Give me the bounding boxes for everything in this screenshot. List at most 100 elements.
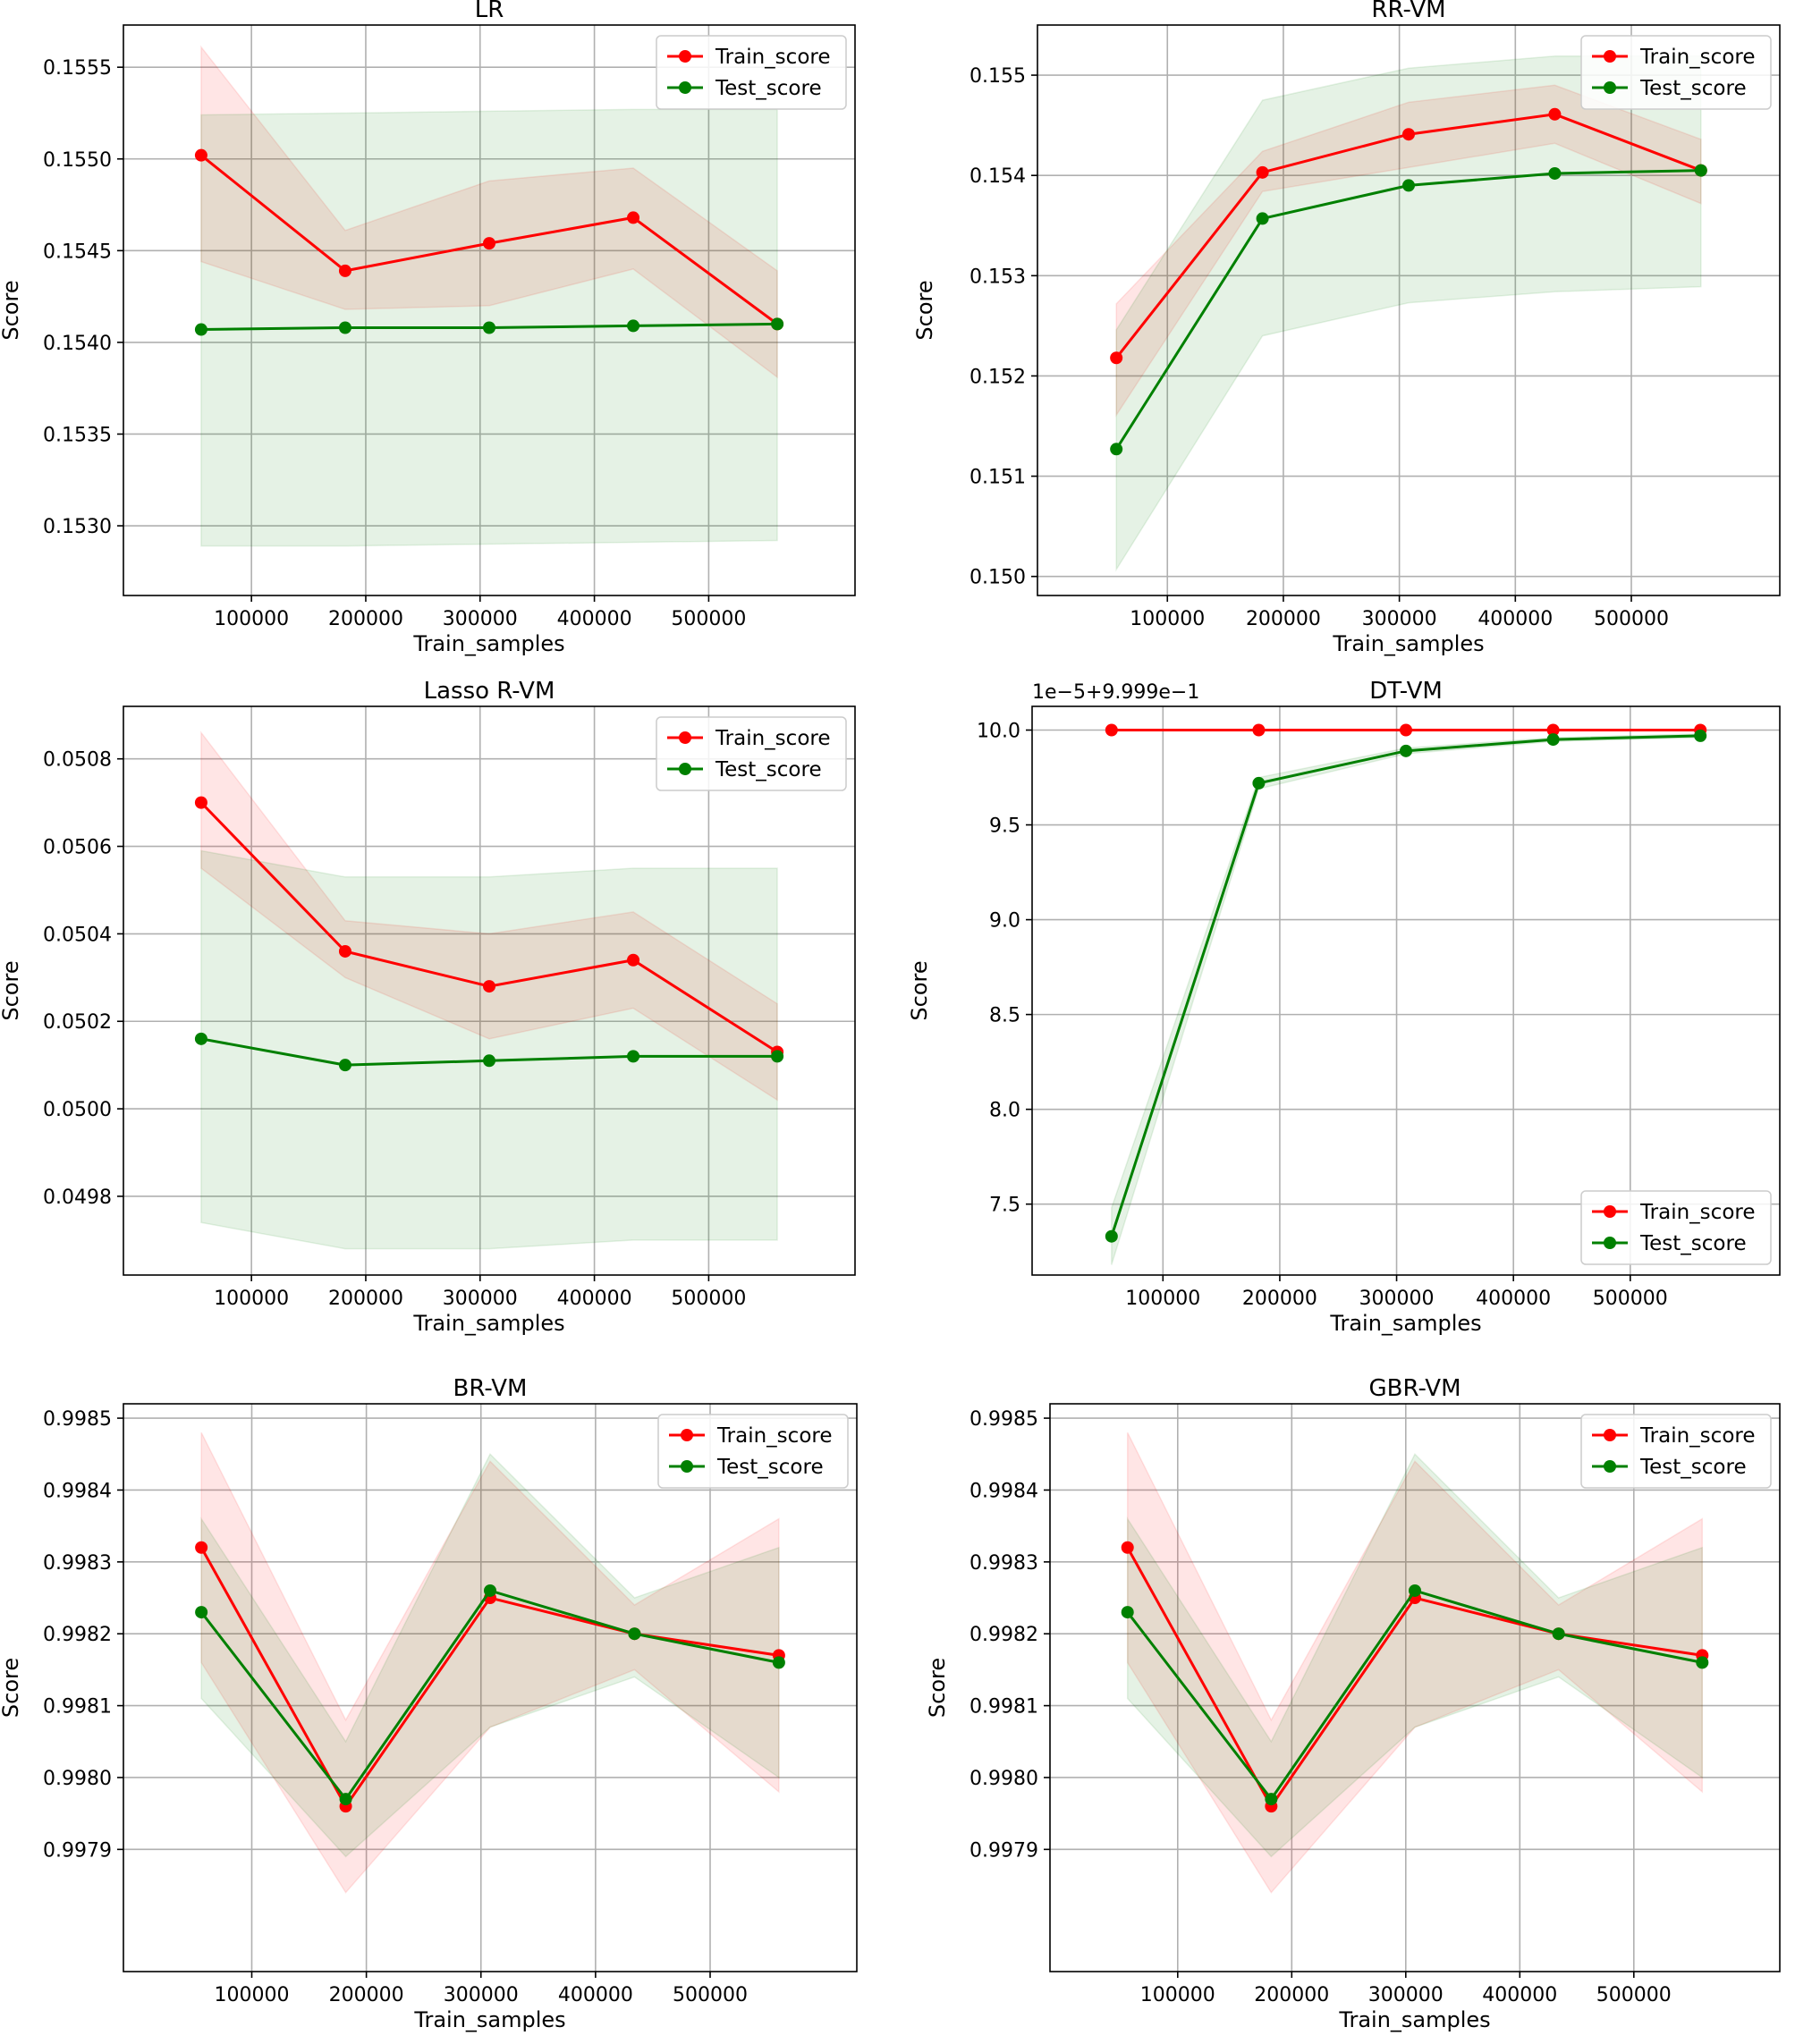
y-tick-label: 0.9982 (43, 1624, 112, 1646)
x-axis-label: Train_samples (1338, 2007, 1490, 2032)
legend-marker (1604, 50, 1616, 63)
chart-lr: 100000 200000 300000 400000 500000 0.1530 0.15… (0, 0, 856, 656)
legend-box (1580, 35, 1772, 110)
chart-lasso: 100000 200000 300000 400000 500000 0.0498 0.05… (0, 678, 856, 1336)
y-tick-label: 0.9983 (43, 1552, 112, 1575)
legend-marker (1604, 1429, 1616, 1441)
point-test-score (1121, 1606, 1134, 1619)
y-axis-label: Score (0, 280, 23, 340)
point-test-score (1400, 744, 1412, 757)
point-test-score (483, 1054, 495, 1068)
axes-frame (123, 705, 856, 1276)
point-test-score (483, 321, 495, 334)
y-axis-label: Score (907, 960, 932, 1020)
line-test-score (1110, 734, 1701, 1237)
x-tick-label: 200000 (1246, 608, 1321, 630)
point-test-score (1694, 164, 1707, 177)
point-train-score (1546, 723, 1560, 737)
y-tick-label: 0.1550 (43, 149, 112, 172)
y-tick-label: 0.9984 (43, 1480, 112, 1502)
x-tick-label: 300000 (443, 1288, 518, 1310)
point-train-score (483, 237, 495, 250)
point-train-score (1400, 723, 1412, 737)
legend: Train_score Test_score (1580, 35, 1772, 110)
x-tick-label: 500000 (673, 1984, 748, 2006)
point-test-score (1409, 1584, 1421, 1597)
legend-label: Train_score (716, 1424, 833, 1448)
point-test-score (771, 317, 784, 331)
y-tick-label: 0.1540 (43, 333, 112, 355)
x-axis-label: Train_samples (412, 1311, 564, 1336)
band-test-score (1111, 732, 1701, 1265)
band-train-score (1126, 1432, 1704, 1894)
point-train-score (338, 944, 351, 958)
x-tick-label: 500000 (671, 1288, 746, 1310)
point-test-score (1402, 179, 1415, 192)
x-tick-label: 400000 (557, 1288, 632, 1310)
x-tick-label: 400000 (1482, 1984, 1557, 2006)
x-tick-label: 200000 (328, 1288, 403, 1310)
point-test-score (194, 1032, 207, 1045)
point-train-score (195, 1541, 208, 1554)
legend: Train_score Test_score (656, 716, 847, 791)
x-tick-label: 300000 (443, 608, 518, 630)
axes-frame (1049, 1403, 1781, 1972)
point-test-score (484, 1584, 496, 1597)
y-tick-label: 8.5 (989, 1005, 1020, 1027)
legend-marker (1604, 1237, 1616, 1249)
y-tick-label: 0.1535 (43, 424, 112, 446)
x-tick-label: 500000 (671, 608, 746, 630)
point-test-score (772, 1656, 785, 1669)
point-test-score (628, 1627, 641, 1641)
y-tick-label: 0.0500 (43, 1099, 112, 1121)
x-axis-label: Train_samples (1332, 631, 1484, 656)
legend-label: Test_score (715, 77, 822, 100)
legend-box (1580, 1190, 1772, 1265)
legend-marker (1604, 81, 1616, 94)
y-tick-label: 0.9980 (969, 1768, 1038, 1790)
y-tick-label: 0.1545 (43, 241, 112, 263)
point-train-score (1256, 165, 1269, 179)
point-test-score (1546, 733, 1560, 747)
legend-box (656, 35, 847, 110)
x-tick-label: 200000 (329, 1984, 404, 2006)
legend-marker (1604, 1460, 1616, 1473)
x-tick-label: 200000 (1254, 1984, 1329, 2006)
axes-frame (123, 24, 856, 596)
y-tick-label: 0.9979 (969, 1839, 1038, 1862)
point-train-score (483, 980, 495, 993)
y-offset-text: 1e−5+9.999e−1 (1032, 681, 1199, 704)
x-tick-label: 100000 (1140, 1984, 1215, 2006)
y-tick-label: 9.0 (989, 910, 1020, 933)
point-train-score (1105, 723, 1118, 737)
legend-label: Test_score (1639, 1232, 1747, 1255)
legend-label: Test_score (1639, 1456, 1747, 1479)
point-train-score (1252, 723, 1266, 737)
x-tick-label: 100000 (214, 1288, 289, 1310)
y-tick-label: 10.0 (977, 721, 1020, 743)
y-tick-label: 0.0502 (43, 1011, 112, 1034)
chart-title: DT-VM (1369, 678, 1443, 705)
y-tick-label: 0.0504 (43, 924, 112, 946)
legend-marker (679, 731, 691, 744)
chart-title: GBR-VM (1368, 1375, 1461, 1402)
chart-title: LR (475, 0, 504, 23)
x-tick-label: 200000 (328, 608, 403, 630)
x-tick-label: 400000 (558, 1984, 633, 2006)
y-tick-label: 0.9984 (969, 1480, 1038, 1502)
band-test-score (1126, 1453, 1704, 1858)
legend: Train_score Test_score (1580, 1190, 1772, 1265)
y-tick-label: 0.0506 (43, 837, 112, 859)
point-test-score (1552, 1627, 1565, 1641)
y-tick-label: 0.151 (969, 467, 1026, 489)
legend-label: Train_score (1639, 46, 1756, 69)
x-tick-label: 100000 (215, 1984, 290, 2006)
legend: Train_score Test_score (657, 1414, 849, 1489)
y-axis-label: Score (912, 280, 937, 340)
band-test-score (200, 1453, 780, 1858)
y-tick-label: 0.154 (969, 165, 1026, 188)
y-tick-label: 0.9982 (969, 1624, 1038, 1646)
y-tick-label: 0.155 (969, 65, 1026, 88)
legend-label: Train_score (1639, 1201, 1756, 1224)
